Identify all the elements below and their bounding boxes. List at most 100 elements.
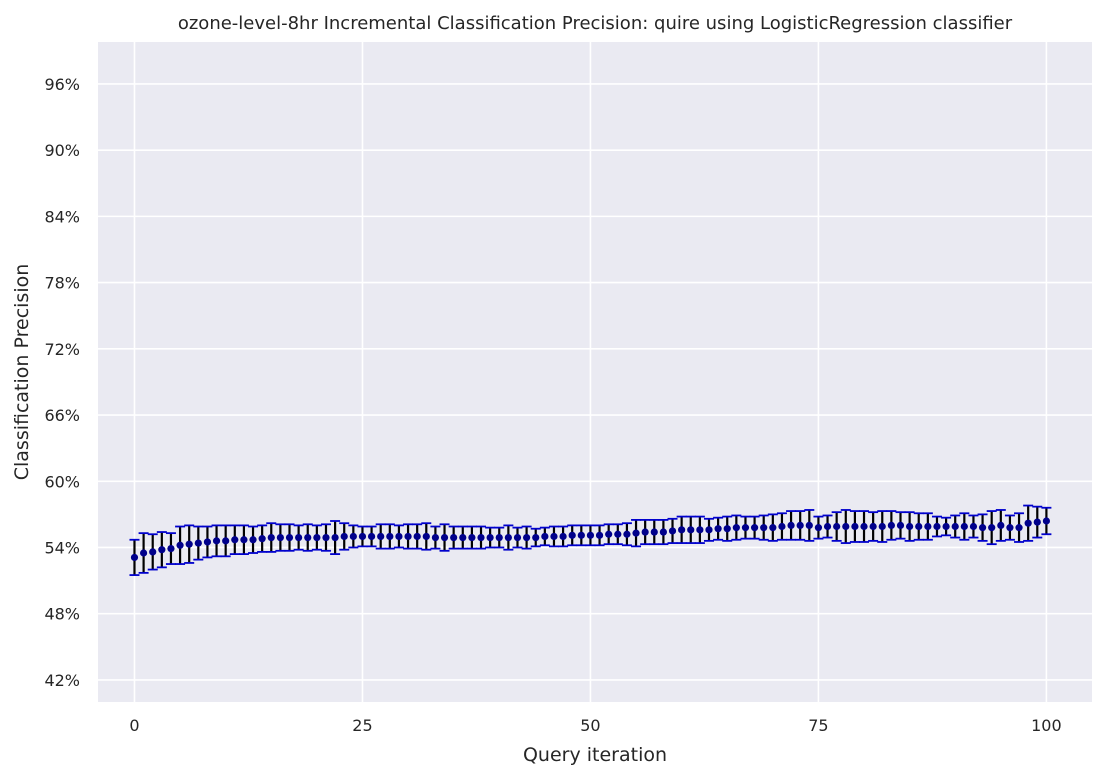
- data-point: [678, 526, 686, 534]
- data-point: [249, 536, 257, 544]
- data-point: [130, 553, 139, 562]
- data-point: [377, 532, 385, 541]
- plot-area: [98, 42, 1092, 702]
- data-point: [623, 530, 631, 538]
- data-point: [851, 522, 859, 531]
- data-point: [231, 536, 239, 544]
- data-point: [1033, 518, 1041, 526]
- data-point: [741, 524, 750, 532]
- data-point: [595, 531, 604, 539]
- y-tick-label: 72%: [44, 340, 80, 359]
- data-point: [860, 522, 868, 531]
- data-point: [468, 533, 476, 542]
- data-point: [750, 524, 759, 532]
- data-point: [732, 524, 740, 532]
- data-point: [924, 522, 932, 531]
- data-point: [322, 533, 330, 542]
- data-point: [386, 532, 394, 541]
- y-tick-label: 60%: [44, 472, 80, 491]
- y-axis-label: Classification Precision: [11, 264, 33, 481]
- data-point: [240, 536, 248, 544]
- data-point: [1015, 524, 1023, 532]
- data-point: [395, 532, 403, 541]
- data-point: [504, 533, 512, 542]
- y-tick-label: 78%: [44, 274, 80, 293]
- data-point: [222, 537, 230, 545]
- data-point: [349, 532, 357, 541]
- data-point: [869, 522, 877, 531]
- data-point: [769, 524, 777, 532]
- data-point: [295, 533, 303, 542]
- data-point: [194, 539, 202, 547]
- data-point: [267, 533, 275, 542]
- x-tick-labels: 0 25 50 75 100: [129, 716, 1061, 735]
- data-point: [459, 533, 467, 542]
- x-tick-label: 0: [129, 716, 139, 735]
- data-point: [887, 521, 895, 530]
- data-point: [212, 537, 221, 545]
- data-point: [477, 533, 485, 542]
- x-axis-label: Query iteration: [523, 744, 667, 766]
- y-tick-label: 66%: [44, 406, 80, 425]
- data-point: [185, 540, 193, 548]
- data-point: [978, 524, 987, 532]
- data-point: [158, 546, 166, 554]
- data-point: [796, 521, 804, 530]
- data-point: [431, 533, 440, 542]
- data-point: [933, 522, 941, 531]
- data-point: [367, 532, 376, 541]
- x-tick-label: 100: [1031, 716, 1062, 735]
- data-point: [486, 533, 494, 542]
- y-tick-label: 42%: [44, 671, 80, 690]
- data-point: [450, 533, 458, 542]
- data-point: [440, 533, 449, 542]
- data-point: [696, 526, 704, 534]
- data-point: [313, 533, 321, 542]
- data-point: [668, 527, 677, 535]
- data-point: [687, 526, 695, 534]
- grid-layer: [98, 42, 1092, 702]
- data-point: [176, 541, 184, 549]
- data-point: [1006, 524, 1014, 532]
- data-point: [723, 525, 731, 533]
- data-point: [988, 524, 996, 532]
- data-point: [422, 532, 430, 541]
- data-point: [586, 531, 595, 539]
- x-tick-label: 75: [808, 716, 828, 735]
- data-point: [304, 533, 312, 542]
- data-point: [833, 522, 841, 531]
- data-point: [805, 521, 813, 530]
- data-point: [997, 521, 1005, 530]
- data-point: [541, 532, 549, 541]
- data-point: [650, 528, 658, 536]
- data-point: [823, 522, 832, 531]
- data-point: [705, 526, 713, 534]
- data-point: [139, 549, 148, 557]
- x-tick-label: 50: [580, 716, 600, 735]
- data-point: [149, 548, 157, 556]
- data-point: [1042, 517, 1051, 525]
- data-point: [842, 522, 850, 531]
- data-point: [814, 524, 823, 532]
- data-point: [550, 532, 558, 541]
- data-point: [641, 528, 649, 536]
- data-point: [896, 521, 905, 530]
- data-point: [559, 532, 567, 541]
- data-point: [778, 522, 786, 531]
- data-point: [331, 533, 339, 542]
- data-point: [203, 538, 212, 546]
- data-point: [659, 528, 667, 536]
- data-point: [577, 531, 585, 539]
- y-tick-label: 54%: [44, 538, 80, 557]
- data-point: [906, 522, 914, 531]
- data-point: [167, 544, 175, 553]
- data-point: [960, 522, 968, 531]
- data-point: [760, 524, 768, 532]
- data-point: [632, 529, 640, 537]
- y-tick-label: 84%: [44, 207, 80, 226]
- data-point: [258, 535, 266, 543]
- series-layer: [129, 504, 1052, 576]
- data-point: [532, 533, 540, 542]
